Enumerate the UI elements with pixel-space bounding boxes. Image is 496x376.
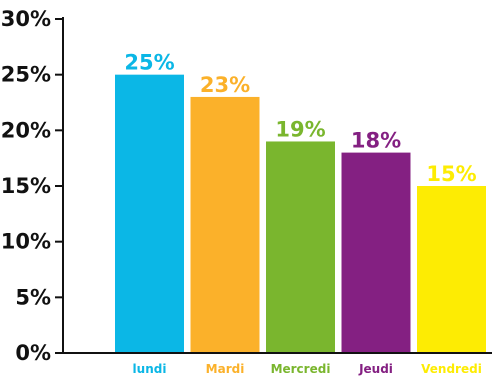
data-label: 19% <box>275 117 325 141</box>
data-label: 15% <box>426 162 476 186</box>
x-tick-label: Mardi <box>206 362 245 376</box>
y-axis: 0% 5% 10% 15% 20% 25% 30% <box>1 7 64 365</box>
y-tick-label: 0% <box>15 341 51 365</box>
data-label: 25% <box>124 51 174 75</box>
bar <box>417 186 486 353</box>
bars: 25% 23% 19% 18% 15% <box>115 51 486 354</box>
y-tick-label: 30% <box>1 7 51 31</box>
bar <box>341 152 411 353</box>
y-tick-label: 5% <box>15 285 51 309</box>
x-tick-label: Vendredi <box>421 362 482 376</box>
data-label: 18% <box>351 129 401 153</box>
y-tick-label: 10% <box>1 230 51 254</box>
data-label: 23% <box>200 73 250 97</box>
bar <box>266 141 335 353</box>
x-tick-label: Jeudi <box>358 362 393 376</box>
bar <box>190 96 260 353</box>
x-tick-label: Mercredi <box>271 362 331 376</box>
y-tick-label: 15% <box>1 174 51 198</box>
bar <box>115 74 184 354</box>
y-tick-label: 25% <box>1 63 51 87</box>
y-tick-label: 20% <box>1 118 51 142</box>
x-axis: lundi Mardi Mercredi Jeudi Vendredi <box>62 352 492 376</box>
x-tick-label: lundi <box>133 362 167 376</box>
